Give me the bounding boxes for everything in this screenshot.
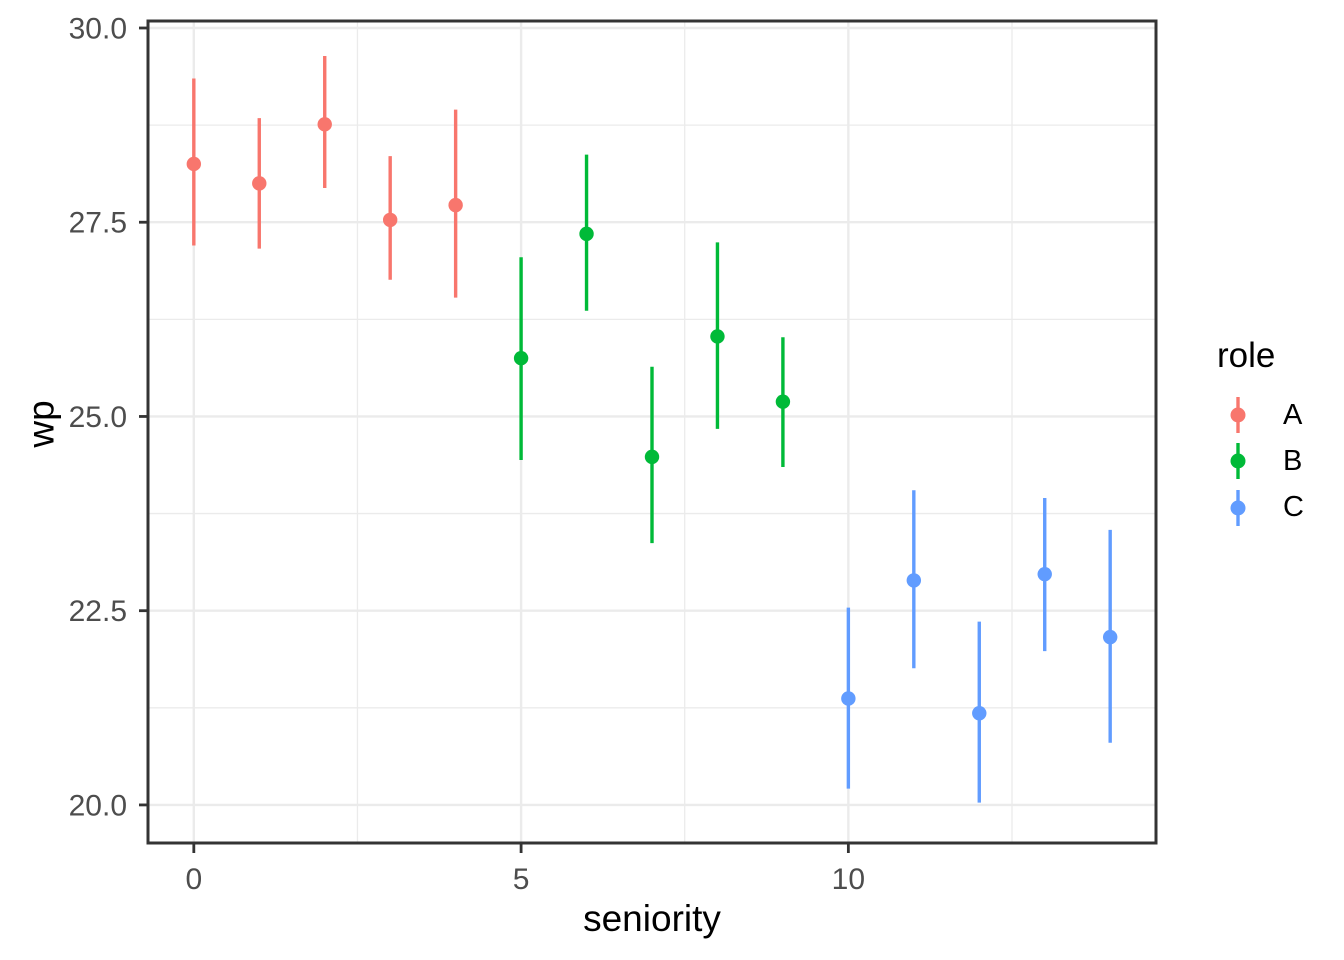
y-tick-label: 20.0 [69,789,127,822]
y-axis-title: wp [20,400,62,448]
panel-border [146,19,1158,845]
legend-key-pointrange-icon [1230,489,1246,526]
data-point [775,394,791,409]
legend-key-pointrange-icon [1230,443,1246,480]
y-tick-label: 25.0 [69,401,127,434]
legend-item-label: A [1283,398,1303,431]
y-tick-label: 27.5 [69,207,127,240]
y-tick-label: 30.0 [69,12,127,45]
data-point [448,197,463,213]
data-point [513,350,529,366]
axis-ticks [139,26,850,853]
x-tick-label: 10 [832,863,865,896]
legend-title: role [1217,336,1276,375]
data-point [317,117,332,132]
data-point [841,691,856,706]
legend-item-label: C [1283,491,1304,524]
series-C [841,490,1118,803]
series-A [186,55,463,298]
y-tick-label: 22.5 [69,595,127,628]
legend-item: B [1216,438,1304,484]
data-point [710,329,725,344]
data-point [1102,629,1118,645]
x-axis-title: seniority [583,898,721,939]
x-tick-label: 0 [185,863,202,896]
legend-item: C [1216,485,1304,531]
data-point [579,226,594,242]
data-point [186,156,202,172]
data-point [972,706,987,721]
data-point [906,573,922,588]
data-point [382,212,398,228]
tick-labels: 20.0 22.5 25.0 27.5 30.0 0 5 10 [69,12,865,896]
data-point [644,449,660,465]
data-point [252,176,267,191]
legend-item: A [1216,392,1304,438]
legend-item-label: B [1283,444,1303,477]
data-point [1037,566,1052,582]
series-B [513,154,791,544]
legend-key-pointrange-icon [1230,397,1246,434]
x-tick-label: 5 [513,863,530,896]
